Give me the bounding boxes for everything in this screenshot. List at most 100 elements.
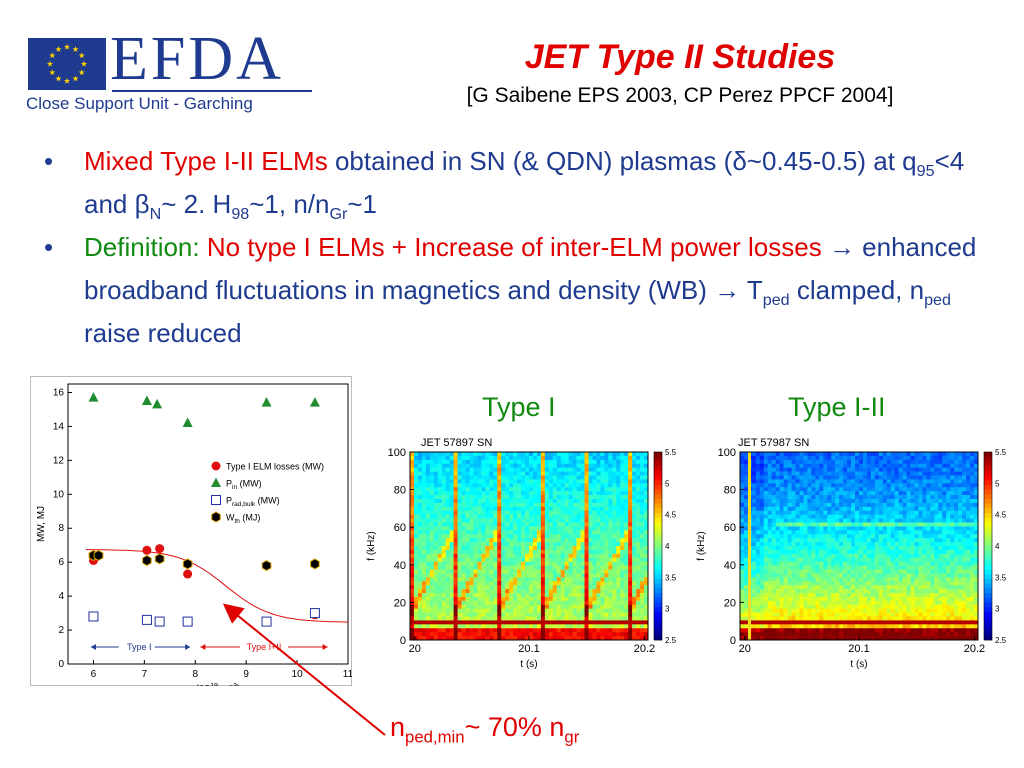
- spectrogram-cell: [469, 467, 474, 472]
- spectrogram-cell: [843, 632, 848, 637]
- spectrogram-cell: [620, 538, 625, 543]
- spectrogram-cell: [576, 518, 581, 523]
- spectrogram-cell: [740, 475, 745, 480]
- spectrogram-cell: [576, 459, 581, 465]
- spectrogram-cell: [775, 452, 780, 457]
- data-point: [88, 392, 99, 402]
- spectrogram-cell: [413, 620, 419, 625]
- spectrogram-cell: [560, 452, 565, 457]
- spectrogram-cell: [544, 604, 550, 609]
- spectrogram-cell: [429, 471, 435, 476]
- spectrogram-cell: [600, 522, 605, 527]
- colorbar-cell: [654, 621, 662, 627]
- spectrogram-cell: [437, 624, 443, 629]
- spectrogram-cell: [493, 546, 498, 551]
- spectrogram-cell: [600, 471, 605, 476]
- spectrogram-cell: [525, 616, 530, 621]
- spectrogram-cell: [544, 565, 550, 570]
- spectrogram-cell: [640, 491, 645, 496]
- spectrogram-cell: [449, 495, 454, 500]
- y-tick-label: 0: [58, 659, 64, 670]
- spectrogram-cell: [521, 561, 526, 566]
- spectrogram-cell: [740, 491, 745, 496]
- spectrogram-cell: [612, 534, 617, 539]
- spectrogram-cell: [413, 589, 419, 594]
- spectrogram-cell: [807, 514, 812, 519]
- spectrogram-cell: [624, 522, 629, 527]
- spectrogram-cell: [413, 463, 419, 468]
- data-point: [93, 549, 104, 561]
- spectrogram-cell: [755, 530, 761, 535]
- spectrogram-cell: [640, 479, 645, 484]
- spectrogram-cell: [584, 510, 589, 515]
- spectrogram-cell: [540, 506, 546, 512]
- spectrogram-cell: [779, 502, 784, 508]
- spectrogram-cell: [544, 620, 550, 625]
- spectrogram-cell: [584, 455, 589, 461]
- spectrogram-cell: [564, 549, 569, 555]
- spectrogram-cell: [469, 620, 474, 625]
- spectrogram-cell: [540, 487, 546, 492]
- spectrogram-cell: [620, 577, 625, 582]
- spectrogram-cell: [441, 616, 446, 621]
- spectrogram-cell: [640, 612, 645, 617]
- spectrogram-cell: [525, 526, 530, 531]
- spectrogram-cell: [556, 487, 562, 492]
- spectrogram-cell: [536, 600, 542, 606]
- spectrogram-cell: [847, 538, 852, 543]
- spectrogram-cell: [564, 604, 569, 609]
- spectrogram-cell: [572, 510, 577, 515]
- spectrogram-cell: [743, 616, 749, 621]
- spectrogram-cell: [743, 510, 749, 515]
- spectrogram-cell: [552, 573, 558, 578]
- spectrogram-cell: [870, 459, 876, 465]
- spectrogram-cell: [787, 491, 792, 496]
- spectrogram-cell: [874, 593, 880, 598]
- spectrogram-cell: [410, 534, 415, 539]
- spectrogram-cell: [851, 549, 856, 555]
- spectrogram-cell: [843, 514, 848, 519]
- spectrogram-cell: [894, 471, 899, 476]
- spectrogram-cell: [847, 561, 852, 566]
- spectrogram-cell: [556, 569, 562, 574]
- spectrogram-cell: [433, 557, 439, 562]
- spectrogram-cell: [870, 596, 876, 602]
- spectrogram-cell: [890, 565, 895, 570]
- spectrogram-cell: [612, 546, 617, 551]
- spectrogram-cell: [862, 632, 868, 637]
- spectrogram-cell: [839, 487, 844, 492]
- spectrogram-cell: [552, 624, 558, 629]
- spectrogram-cell: [417, 608, 423, 613]
- spectrogram-cell: [509, 522, 514, 527]
- spectrogram-cell: [457, 538, 462, 543]
- spectrogram-cell: [596, 604, 601, 609]
- spectrogram-cell: [485, 487, 490, 492]
- spectrogram-cell: [862, 502, 868, 508]
- spectrogram-cell: [596, 569, 601, 574]
- spectrogram-cell: [576, 483, 581, 488]
- spectrogram-cell: [429, 455, 435, 461]
- spectrogram-cell: [795, 628, 800, 633]
- spectrogram-cell: [859, 616, 864, 621]
- spectrogram-cell: [556, 491, 562, 496]
- spectrogram-cell: [576, 522, 581, 527]
- spectrogram-cell: [568, 616, 573, 621]
- spectrogram-cell: [823, 522, 828, 527]
- spectrogram-cell: [497, 542, 502, 547]
- spectrogram-cell: [529, 589, 534, 594]
- spectrogram-cell: [497, 565, 502, 570]
- spectrogram-cell: [644, 487, 649, 492]
- spectrogram-cell: [886, 487, 892, 492]
- spectrogram-cell: [827, 549, 832, 555]
- spectrogram-cell: [485, 565, 490, 570]
- spectrogram-cell: [596, 483, 601, 488]
- spectrogram-cell: [831, 483, 836, 488]
- spectrogram-cell: [894, 596, 899, 602]
- spectrogram-cell: [616, 467, 621, 472]
- spectrogram-cell: [831, 506, 836, 512]
- spectrogram-cell: [743, 608, 749, 613]
- spectrogram-cell: [759, 538, 765, 543]
- spectrogram-cell: [771, 565, 776, 570]
- spectrogram-cell: [532, 565, 538, 570]
- data-point: [261, 616, 272, 627]
